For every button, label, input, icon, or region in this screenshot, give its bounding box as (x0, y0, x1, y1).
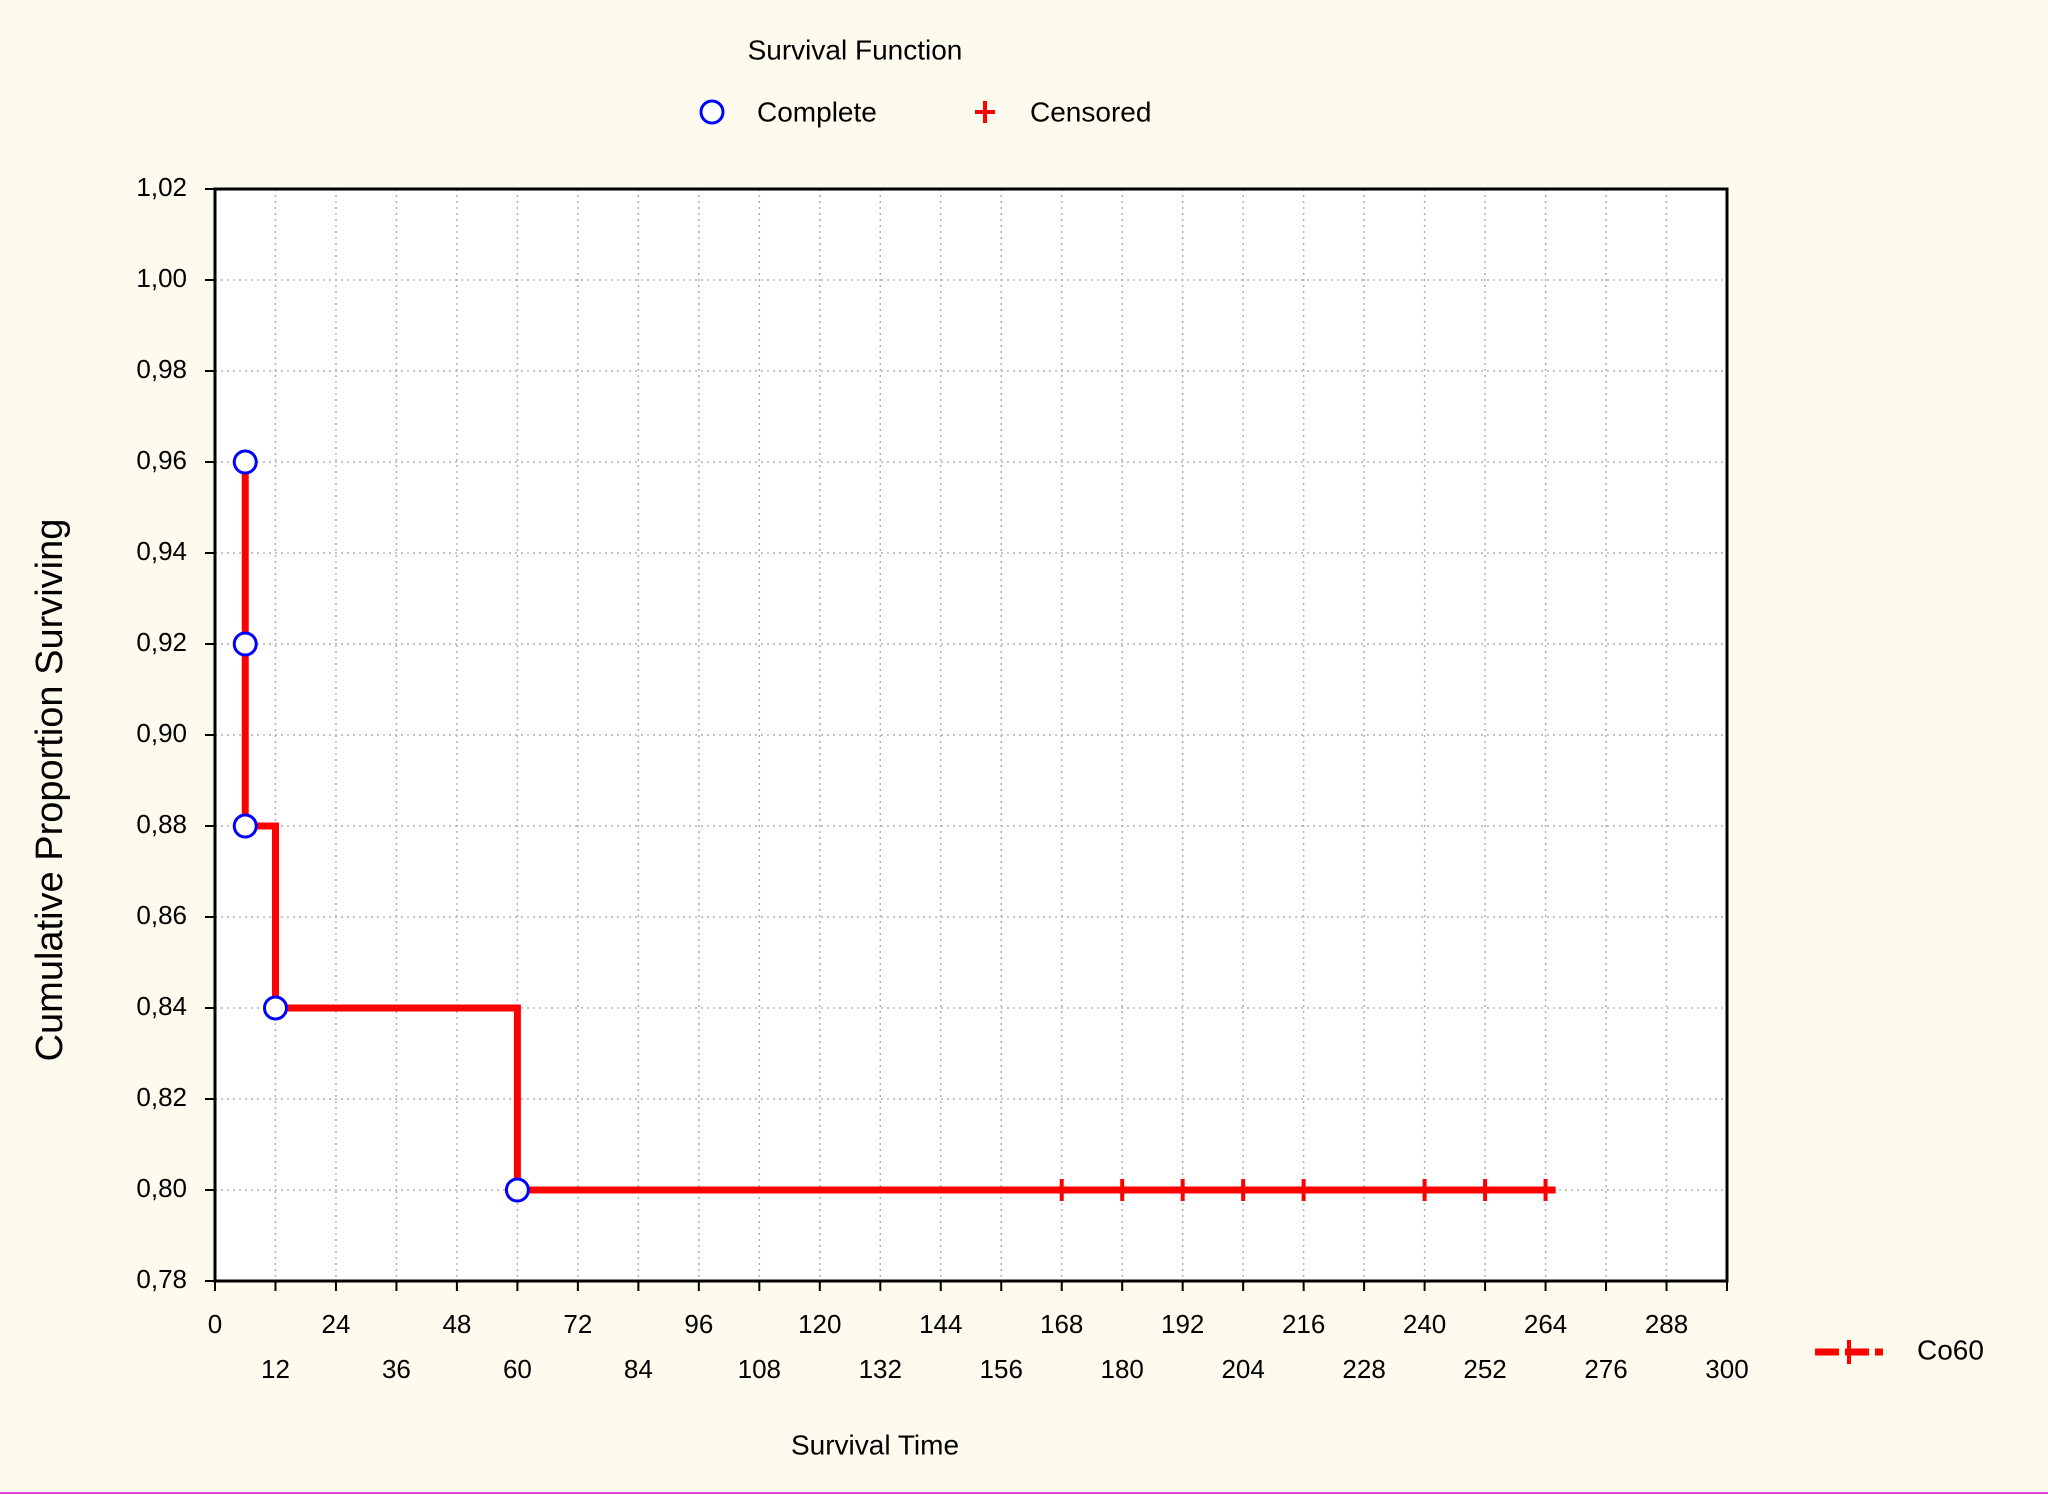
y-tick-label: 1,02 (136, 172, 187, 202)
x-tick-label: 48 (442, 1309, 471, 1339)
y-tick-label: 0,90 (136, 718, 187, 748)
y-tick-label: 0,92 (136, 627, 187, 657)
x-tick-label: 252 (1463, 1354, 1506, 1384)
x-tick-label: 36 (382, 1354, 411, 1384)
x-tick-label: 132 (859, 1354, 902, 1384)
y-tick-label: 0,88 (136, 809, 187, 839)
y-tick-label: 0,78 (136, 1264, 187, 1294)
x-tick-label: 0 (208, 1309, 222, 1339)
censored-marker (1233, 1179, 1254, 1201)
x-tick-label: 216 (1282, 1309, 1325, 1339)
x-tick-label: 108 (738, 1354, 781, 1384)
x-tick-label: 276 (1584, 1354, 1627, 1384)
x-tick-label: 144 (919, 1309, 962, 1339)
y-tick-label: 1,00 (136, 263, 187, 293)
censored-marker (1172, 1179, 1193, 1201)
legend-label: Co60 (1917, 1334, 1984, 1365)
x-tick-label: 72 (563, 1309, 592, 1339)
x-tick-label: 84 (624, 1354, 653, 1384)
x-axis-label: Survival Time (791, 1429, 959, 1460)
y-tick-label: 0,86 (136, 900, 187, 930)
y-tick-label: 0,94 (136, 536, 187, 566)
y-tick-label: 0,82 (136, 1082, 187, 1112)
y-tick-label: 0,84 (136, 991, 187, 1021)
censored-marker (1112, 1179, 1133, 1201)
complete-marker (262, 995, 288, 1021)
x-tick-label: 204 (1221, 1354, 1264, 1384)
x-tick-label: 192 (1161, 1309, 1204, 1339)
x-tick-label: 240 (1403, 1309, 1446, 1339)
complete-marker (232, 631, 258, 657)
x-tick-label: 300 (1705, 1354, 1748, 1384)
censored-marker (1051, 1179, 1072, 1201)
x-tick-label: 96 (684, 1309, 713, 1339)
x-tick-label: 288 (1645, 1309, 1688, 1339)
x-tick-label: 24 (321, 1309, 350, 1339)
x-tick-label: 12 (261, 1354, 290, 1384)
x-tick-label: 228 (1342, 1354, 1385, 1384)
y-tick-label: 0,98 (136, 354, 187, 384)
legend-label: Censored (1030, 96, 1151, 127)
censored-marker (1414, 1179, 1435, 1201)
survival-line (241, 462, 1556, 1194)
x-tick-label: 168 (1040, 1309, 1083, 1339)
x-tick-label: 60 (503, 1354, 532, 1384)
censored-marker (1475, 1179, 1496, 1201)
complete-marker (232, 449, 258, 475)
legend-marker (699, 99, 725, 125)
legend-label: Complete (757, 96, 877, 127)
y-axis-label: Cumulative Proportion Surviving (29, 519, 71, 1062)
x-tick-label: 264 (1524, 1309, 1567, 1339)
censored-marker (1535, 1179, 1556, 1201)
complete-marker (232, 813, 258, 839)
x-tick-label: 156 (980, 1354, 1023, 1384)
y-tick-label: 0,80 (136, 1173, 187, 1203)
y-tick-label: 0,96 (136, 445, 187, 475)
censored-marker (1293, 1179, 1314, 1201)
complete-marker (504, 1177, 530, 1203)
x-tick-label: 180 (1101, 1354, 1144, 1384)
chart-title: Survival Function (748, 34, 963, 65)
legend-marker (975, 101, 995, 123)
x-tick-label: 120 (798, 1309, 841, 1339)
